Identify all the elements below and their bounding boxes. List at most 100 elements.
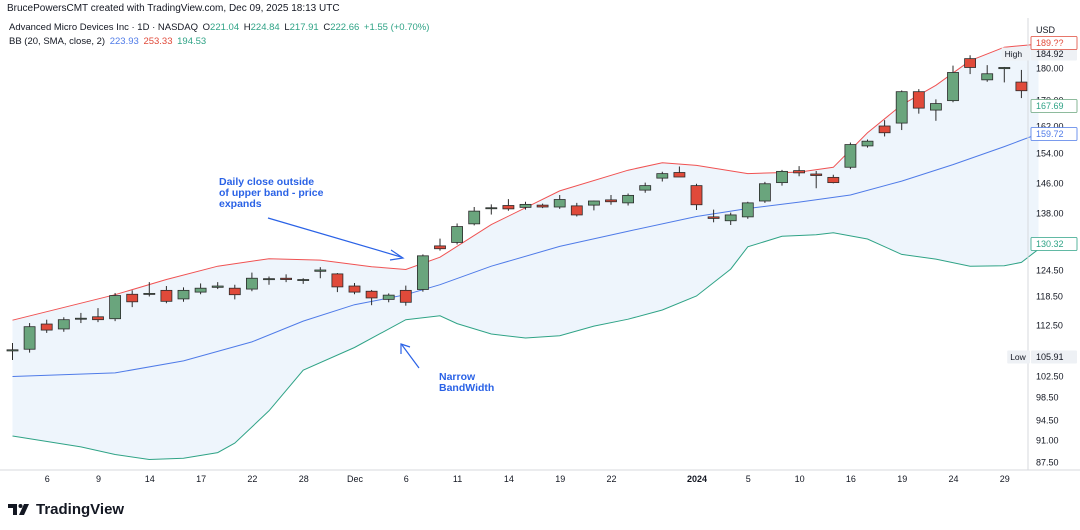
annotation-arrow-1-head	[389, 249, 405, 261]
candle-body	[878, 125, 891, 134]
candle-body	[314, 269, 327, 272]
candle-body	[143, 292, 156, 295]
candle-body	[177, 289, 190, 300]
candle	[365, 289, 378, 306]
time-tick-label: 24	[948, 474, 958, 484]
time-tick-label: 19	[897, 474, 907, 484]
time-axis[interactable]: 6 9 14 17 22 28 Dec 6 11 14 19 22 2024 5 10 16 19 24 29	[45, 474, 1010, 484]
price-tick-label: 118.50	[1036, 292, 1063, 302]
candle-body	[776, 170, 788, 184]
candle	[827, 174, 840, 184]
bb-indicator-label[interactable]: BB (20, SMA, close, 2)	[9, 36, 106, 47]
annotation-arrow-1-shaft	[267, 217, 402, 258]
time-tick-label: 14	[504, 474, 514, 484]
candle-body	[451, 226, 464, 243]
candle-body	[981, 73, 994, 81]
bb-legend: BB (20, SMA, close, 2) 223.93 253.33 194…	[9, 36, 206, 47]
candle	[947, 65, 959, 103]
badge-label-text: Low	[1010, 352, 1026, 362]
candle-body	[741, 202, 754, 218]
badge-label-bg	[1001, 47, 1030, 61]
candle-body	[844, 144, 857, 168]
time-tick-label: 6	[45, 474, 50, 484]
candle	[228, 284, 241, 300]
price-tick-label: 102.50	[1036, 372, 1064, 382]
candle	[930, 99, 942, 121]
candle	[245, 272, 258, 292]
tradingview-brand[interactable]: TradingView	[8, 498, 124, 520]
candle	[92, 308, 104, 323]
candle-body	[126, 293, 139, 303]
candle-body	[553, 199, 566, 208]
candle-body	[793, 170, 805, 174]
tradingview-logo-icon	[8, 504, 29, 515]
candle	[1015, 69, 1028, 99]
candle	[810, 171, 823, 189]
candle	[998, 66, 1011, 83]
time-tick-label: 22	[606, 474, 616, 484]
candle	[143, 282, 156, 297]
candle	[382, 293, 395, 303]
bb-upper-value: 253.33	[143, 36, 173, 47]
annotation-arrow-2-shaft	[401, 344, 420, 369]
time-tick-label: 14	[145, 474, 155, 484]
currency-label[interactable]: USD	[1036, 25, 1056, 35]
candle-body	[297, 279, 310, 281]
time-tick-label: 11	[453, 474, 462, 484]
bb-lower-value: 194.53	[177, 36, 207, 47]
close-label: C	[323, 22, 331, 33]
candle	[690, 183, 703, 210]
price-badge-marker: Low 105.91	[1007, 350, 1077, 364]
candle	[536, 203, 549, 209]
candle	[126, 290, 139, 308]
candle-body	[57, 319, 70, 330]
price-tick-label: 162.00	[1036, 122, 1064, 132]
badge-bg	[1030, 127, 1078, 141]
candle	[6, 343, 19, 360]
candle-body	[810, 173, 823, 176]
candle	[673, 166, 686, 178]
symbol-title[interactable]: Advanced Micro Devices Inc · 1D · NASDAQ	[9, 22, 199, 33]
candle-body	[622, 194, 634, 204]
time-tick-label: 6	[404, 474, 409, 484]
candle	[211, 282, 224, 290]
candle	[861, 139, 874, 148]
candle	[759, 181, 771, 203]
symbol-legend: Advanced Micro Devices Inc · 1D · NASDAQ…	[9, 22, 429, 33]
price-tick-label: 138.00	[1036, 209, 1064, 219]
candle-body	[588, 200, 600, 206]
candle-body	[690, 185, 703, 206]
candle	[485, 204, 498, 215]
candle	[981, 65, 994, 82]
badge-value-text: 189.??	[1036, 38, 1064, 48]
candle	[912, 89, 925, 114]
candle-body	[759, 183, 771, 202]
candle	[776, 169, 788, 186]
candle	[793, 166, 805, 177]
candle-body	[912, 91, 925, 109]
candle-body	[827, 176, 840, 184]
price-tick-label: 91.00	[1036, 436, 1059, 446]
candle-body	[1015, 81, 1028, 92]
candle-body	[485, 207, 498, 210]
candle-body	[434, 245, 446, 250]
price-badge-lower: 130.32	[1030, 237, 1078, 251]
candle	[605, 195, 617, 205]
candle	[502, 199, 515, 211]
candle	[878, 120, 891, 137]
candle-body	[228, 287, 241, 296]
candle-body	[331, 273, 344, 288]
candle	[160, 286, 173, 304]
price-badge-marker: High 184.92	[1001, 47, 1077, 61]
candle-body	[194, 287, 207, 293]
candle	[109, 292, 121, 322]
candle-body	[40, 323, 53, 331]
candle	[519, 201, 532, 210]
candle	[656, 171, 669, 182]
price-badge-upper: 189.??	[1030, 36, 1078, 50]
badge-label-bg	[1007, 350, 1030, 364]
badge-bg	[1031, 47, 1077, 61]
candle-body	[895, 91, 908, 124]
time-tick-label: 5	[746, 474, 751, 484]
